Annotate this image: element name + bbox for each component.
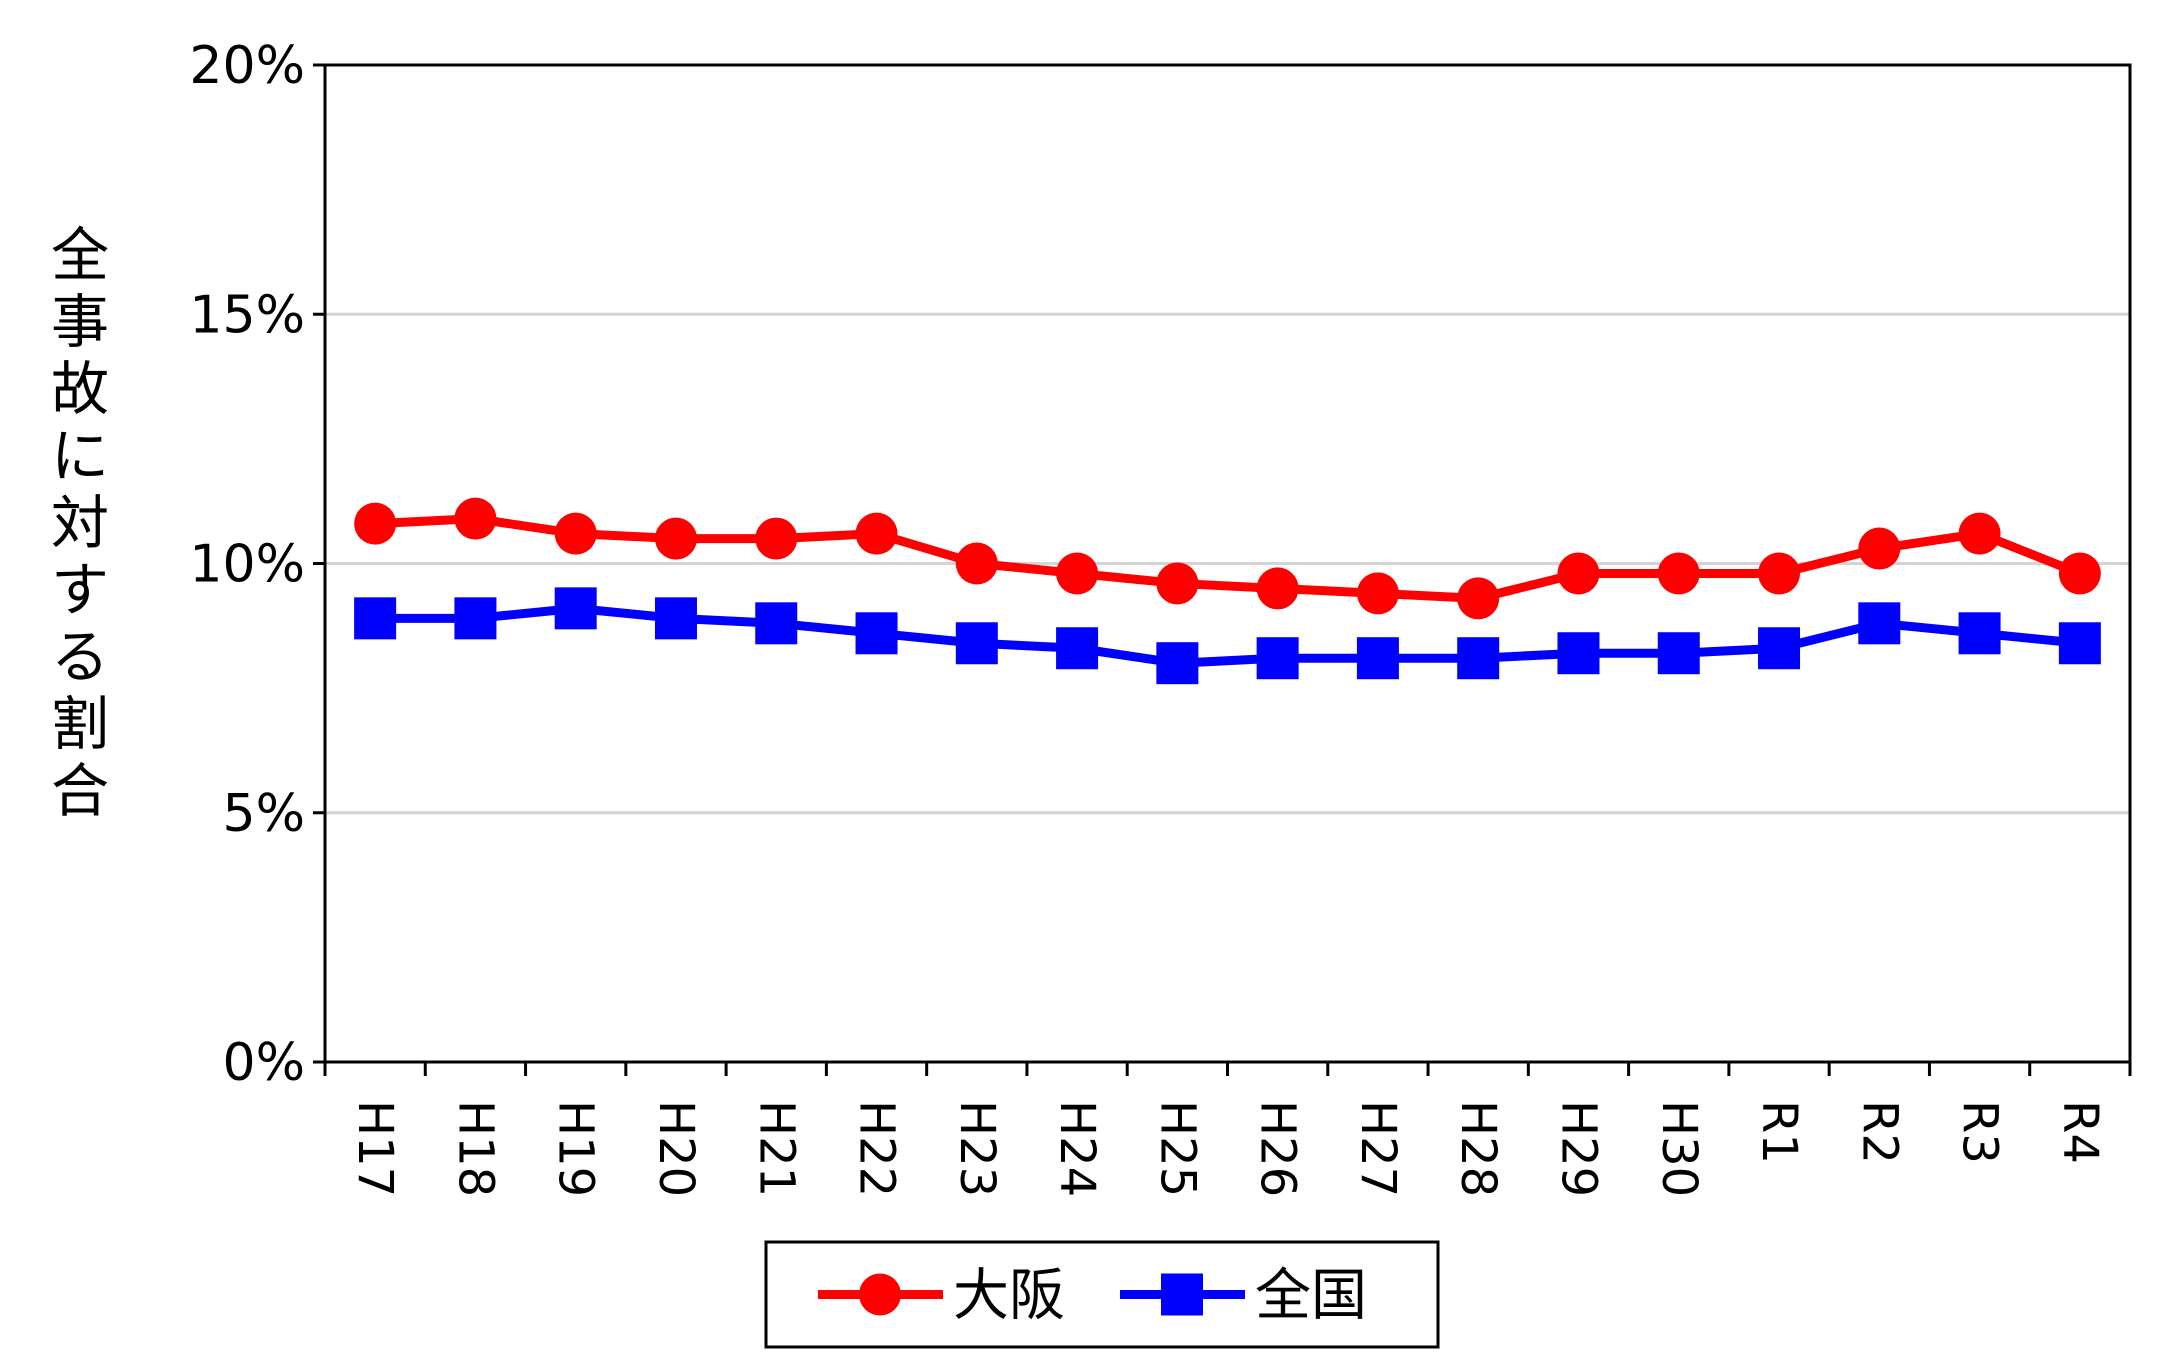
data-point (755, 517, 798, 560)
data-point (554, 512, 597, 555)
data-point (1557, 552, 1600, 595)
y-axis-label-char: 故 (51, 355, 109, 423)
legend-label: 大阪 (953, 1264, 1065, 1329)
data-point (1958, 612, 2001, 655)
data-point (2058, 622, 2101, 665)
x-tick-label: H23 (949, 1100, 1005, 1197)
y-axis-label-char: に (51, 422, 109, 490)
y-tick-label: 5% (223, 784, 306, 844)
data-point (1056, 552, 1099, 595)
y-axis-label-char: 対 (51, 489, 109, 557)
x-tick-label: H17 (347, 1100, 403, 1197)
x-tick-label: H24 (1049, 1100, 1105, 1197)
data-point (354, 502, 397, 545)
x-tick-label: R4 (2052, 1100, 2108, 1164)
x-tick-label: R3 (1952, 1100, 2008, 1164)
axes: 0% 5% 10% 15% 20% H17 H18 H19 H20 H21 H22 H23 H24 H25… (189, 36, 2132, 1197)
data-point (1356, 637, 1399, 680)
series-line (375, 603, 2081, 668)
data-point (955, 622, 998, 665)
legend-marker (859, 1273, 901, 1316)
data-point (1156, 562, 1199, 605)
x-tick-label: H30 (1651, 1100, 1707, 1197)
data-point (1156, 642, 1199, 685)
data-point (1256, 637, 1299, 680)
y-axis-label-char: 合 (51, 757, 109, 825)
data-point (855, 512, 898, 555)
series-line (374, 514, 2082, 603)
series-0 (354, 497, 2101, 620)
data-point (1256, 567, 1299, 610)
data-point (1356, 572, 1399, 615)
data-point (855, 612, 898, 655)
x-tick-label: H27 (1350, 1100, 1406, 1197)
data-point (1557, 632, 1600, 675)
y-tick-label: 15% (189, 285, 305, 345)
data-point (1056, 627, 1099, 670)
legend-label: 全国 (1255, 1264, 1367, 1329)
series-1 (354, 587, 2101, 685)
data-point (1457, 577, 1500, 620)
data-point (654, 517, 697, 560)
data-point (454, 497, 497, 540)
y-axis-label-char: 割 (51, 690, 109, 758)
x-tick-label: H21 (748, 1100, 804, 1197)
y-tick-label: 10% (189, 535, 305, 595)
x-tick-label: H28 (1450, 1100, 1506, 1197)
data-point (1958, 512, 2001, 555)
legend-entry-0: 大阪 (818, 1264, 1065, 1329)
series-layer (354, 497, 2101, 685)
y-axis-label-char: す (51, 556, 109, 624)
x-tick-label: H26 (1250, 1100, 1306, 1197)
y-axis-label-char: 事 (51, 288, 109, 356)
x-tick-label: H29 (1550, 1100, 1606, 1197)
legend-marker (1161, 1273, 1203, 1316)
x-tick-label: H25 (1149, 1100, 1205, 1197)
x-tick-label: R2 (1851, 1100, 1907, 1164)
data-point (1657, 552, 1700, 595)
legend: 大阪 全国 (764, 1240, 1440, 1349)
y-axis-label-char: る (51, 623, 109, 691)
data-point (1758, 627, 1801, 670)
legend-entry-1: 全国 (1120, 1264, 1367, 1329)
data-point (2058, 552, 2101, 595)
x-tick-label: H20 (648, 1100, 704, 1197)
data-point (454, 597, 497, 640)
data-point (1657, 632, 1700, 675)
data-point (755, 602, 798, 645)
data-point (554, 587, 597, 630)
data-point (354, 597, 397, 640)
data-point (1457, 637, 1500, 680)
data-point (654, 597, 697, 640)
x-tick-label: H22 (849, 1100, 905, 1197)
data-point (1858, 602, 1901, 645)
y-axis-label-char: 全 (51, 221, 109, 289)
x-tick-label: R1 (1751, 1100, 1807, 1164)
x-tick-label: H18 (447, 1100, 503, 1197)
y-tick-label: 0% (223, 1033, 306, 1093)
gridlines (325, 312, 2130, 815)
data-point (1858, 527, 1901, 570)
y-tick-label: 20% (189, 36, 305, 96)
data-point (955, 542, 998, 585)
x-tick-label: H19 (548, 1100, 604, 1197)
data-point (1758, 552, 1801, 595)
